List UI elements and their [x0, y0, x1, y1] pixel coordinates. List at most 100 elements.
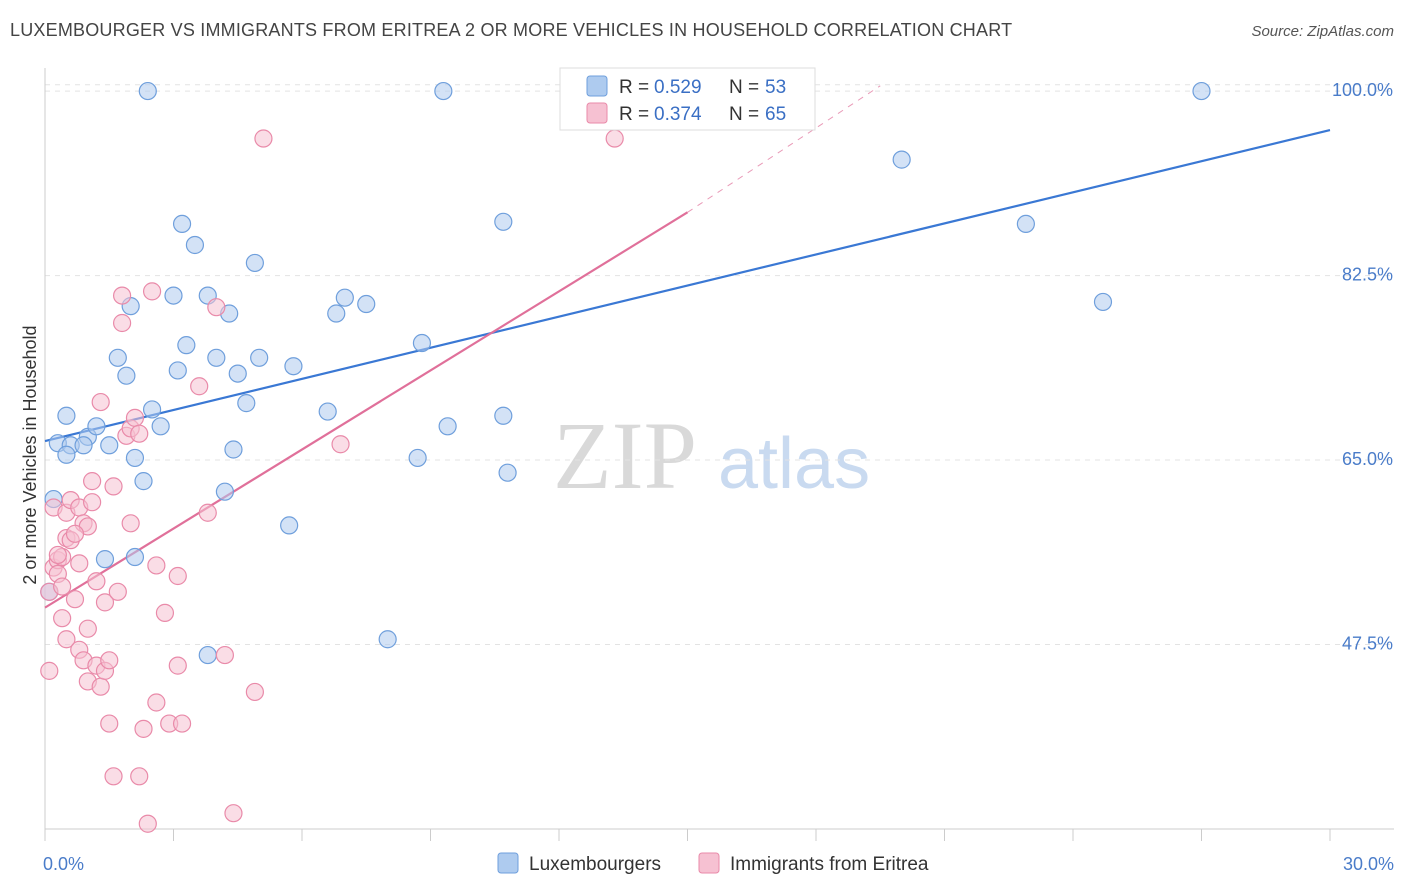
x-tick-label: 0.0%	[43, 854, 84, 874]
y-axis-label: 2 or more Vehicles in Household	[20, 325, 40, 584]
legend-r-value-pink: 0.374	[654, 104, 702, 125]
data-point-blue	[412, 333, 432, 353]
data-point-pink	[91, 677, 110, 696]
data-point-blue	[494, 212, 513, 231]
data-point-pink	[605, 129, 624, 148]
data-point-pink	[254, 129, 273, 148]
data-point-blue	[57, 406, 76, 425]
data-point-pink	[40, 661, 59, 680]
data-point-blue	[95, 550, 115, 569]
data-point-blue	[250, 348, 269, 367]
legend-swatch-pink	[586, 102, 608, 124]
data-point-blue	[207, 348, 226, 367]
data-point-blue	[172, 214, 192, 234]
data-point-pink	[121, 514, 140, 533]
axis-layer	[44, 68, 1394, 830]
data-point-pink	[53, 609, 72, 628]
data-point-blue	[168, 361, 187, 380]
data-point-blue	[57, 445, 76, 464]
data-point-blue	[1093, 292, 1113, 312]
data-point-pink	[130, 424, 149, 443]
data-point-pink	[155, 603, 175, 622]
data-point-pink	[112, 286, 132, 305]
data-point-blue	[1016, 214, 1035, 234]
data-point-blue	[1192, 81, 1211, 101]
legend-n-value-blue: 53	[765, 77, 786, 98]
series-legend-swatch-pink	[698, 852, 720, 874]
chart-source: Source: ZipAtlas.com	[1251, 23, 1394, 40]
trend-line-pink	[44, 211, 689, 609]
data-point-pink	[138, 814, 157, 833]
data-point-pink	[198, 503, 217, 522]
data-point-pink	[65, 590, 85, 609]
data-point-blue	[134, 472, 153, 491]
y-tick-label: 47.5%	[1342, 634, 1393, 654]
data-point-blue	[408, 448, 427, 468]
data-point-blue	[335, 288, 354, 307]
watermark-zip: ZIP	[553, 402, 697, 509]
data-point-blue	[125, 448, 145, 468]
data-point-blue	[318, 402, 337, 421]
data-point-blue	[327, 304, 346, 323]
trend-line-extension-pink	[687, 85, 881, 213]
data-point-blue	[378, 630, 397, 649]
data-point-blue	[215, 482, 234, 501]
data-point-pink	[108, 582, 127, 601]
y-tick-label: 82.5%	[1342, 265, 1393, 285]
legend-n-label-pink: N =	[729, 104, 759, 125]
data-point-blue	[151, 417, 170, 436]
data-point-pink	[224, 804, 243, 823]
data-point-blue	[228, 364, 247, 383]
data-point-blue	[185, 235, 205, 255]
point-layer	[40, 81, 1211, 833]
data-point-blue	[494, 406, 513, 425]
data-point-pink	[53, 577, 72, 596]
trend-line-blue	[44, 129, 1331, 443]
watermark: ZIP atlas	[553, 402, 870, 509]
data-point-pink	[83, 472, 102, 491]
data-point-pink	[100, 651, 119, 670]
data-point-pink	[190, 377, 209, 396]
data-point-pink	[130, 767, 149, 786]
label-layer: 47.5% 65.0% 82.5% 100.0% 0.0% 30.0%	[43, 80, 1394, 874]
legend-r-label-pink: R =	[619, 104, 649, 125]
data-point-pink	[125, 408, 145, 427]
data-point-blue	[224, 440, 243, 459]
legend-n-label-blue: N =	[729, 77, 759, 98]
data-point-pink	[104, 477, 123, 496]
data-point-pink	[48, 545, 67, 565]
data-point-blue	[284, 357, 303, 376]
data-point-blue	[892, 150, 911, 169]
data-point-pink	[168, 566, 187, 586]
data-point-pink	[147, 556, 166, 575]
data-point-pink	[100, 714, 119, 733]
stats-legend: R = 0.529 N = 53 R = 0.374 N = 65	[559, 67, 816, 131]
data-point-blue	[237, 394, 256, 413]
y-tick-label: 100.0%	[1332, 80, 1393, 100]
watermark-atlas: atlas	[718, 424, 870, 504]
legend-r-label-blue: R =	[619, 77, 649, 98]
data-point-blue	[357, 294, 376, 314]
data-point-blue	[164, 286, 183, 305]
data-point-blue	[434, 81, 453, 101]
data-point-blue	[100, 436, 119, 455]
data-point-pink	[78, 619, 97, 638]
series-legend-label-blue: Luxembourgers	[529, 854, 661, 875]
data-point-blue	[142, 400, 162, 419]
data-point-pink	[172, 714, 192, 733]
data-point-blue	[117, 366, 136, 385]
data-point-pink	[91, 392, 110, 412]
data-point-pink	[87, 572, 106, 591]
data-point-blue	[138, 81, 157, 101]
data-point-blue	[87, 417, 106, 436]
series-legend-swatch-blue	[497, 852, 519, 874]
data-point-blue	[125, 547, 145, 567]
data-point-blue	[108, 348, 127, 367]
chart-title: LUXEMBOURGER VS IMMIGRANTS FROM ERITREA …	[10, 20, 1013, 40]
series-legend: Luxembourgers Immigrants from Eritrea	[497, 852, 929, 875]
data-point-pink	[70, 554, 89, 573]
data-point-blue	[438, 417, 457, 436]
data-point-blue	[198, 645, 217, 665]
data-point-blue	[280, 516, 299, 535]
